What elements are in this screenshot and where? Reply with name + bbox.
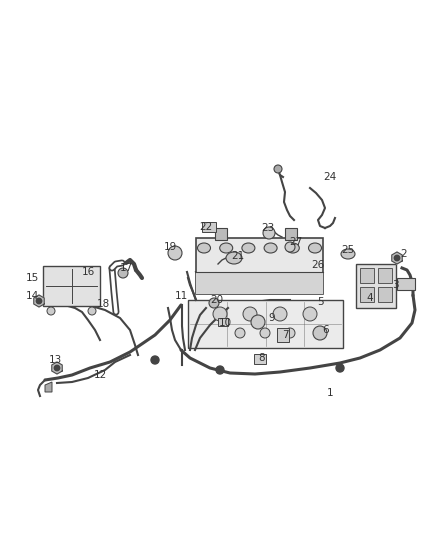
Circle shape bbox=[313, 326, 327, 340]
Text: 8: 8 bbox=[259, 353, 265, 363]
Bar bbox=[196, 238, 323, 294]
Bar bbox=[277, 328, 289, 342]
Bar bbox=[378, 268, 392, 283]
Bar bbox=[360, 287, 374, 302]
Circle shape bbox=[285, 328, 295, 338]
Ellipse shape bbox=[242, 243, 255, 253]
Circle shape bbox=[263, 227, 275, 239]
Circle shape bbox=[209, 298, 219, 308]
Circle shape bbox=[285, 242, 295, 252]
Text: 10: 10 bbox=[219, 318, 232, 328]
Bar bbox=[188, 300, 343, 348]
Circle shape bbox=[273, 307, 287, 321]
Ellipse shape bbox=[220, 243, 233, 253]
Circle shape bbox=[243, 307, 257, 321]
Text: 5: 5 bbox=[317, 297, 323, 307]
Circle shape bbox=[235, 328, 245, 338]
Bar bbox=[378, 287, 392, 302]
Circle shape bbox=[394, 255, 400, 261]
Ellipse shape bbox=[308, 243, 321, 253]
Circle shape bbox=[168, 246, 182, 260]
Circle shape bbox=[336, 364, 344, 372]
Text: 7: 7 bbox=[282, 330, 288, 340]
Text: 16: 16 bbox=[81, 267, 95, 277]
Circle shape bbox=[47, 307, 55, 315]
Circle shape bbox=[36, 298, 42, 304]
Text: 14: 14 bbox=[25, 291, 39, 301]
Text: 6: 6 bbox=[323, 325, 329, 335]
Text: 11: 11 bbox=[174, 291, 187, 301]
Text: 25: 25 bbox=[341, 245, 355, 255]
Text: 4: 4 bbox=[367, 293, 373, 303]
Circle shape bbox=[251, 315, 265, 329]
Text: 12: 12 bbox=[93, 370, 106, 380]
Text: 19: 19 bbox=[163, 242, 177, 252]
Bar bbox=[215, 228, 227, 240]
Circle shape bbox=[216, 366, 224, 374]
Text: 17: 17 bbox=[120, 263, 133, 273]
Text: 26: 26 bbox=[311, 260, 325, 270]
Text: 21: 21 bbox=[231, 251, 245, 261]
Ellipse shape bbox=[264, 243, 277, 253]
Ellipse shape bbox=[341, 249, 355, 259]
Bar bbox=[254, 354, 266, 364]
Bar bbox=[202, 222, 216, 232]
Circle shape bbox=[118, 268, 128, 278]
Text: 18: 18 bbox=[96, 299, 110, 309]
Text: 2: 2 bbox=[401, 249, 407, 259]
Circle shape bbox=[303, 307, 317, 321]
Text: 27: 27 bbox=[290, 237, 303, 247]
Bar bbox=[218, 318, 228, 326]
Text: 24: 24 bbox=[323, 172, 337, 182]
Polygon shape bbox=[34, 295, 44, 307]
Text: 22: 22 bbox=[199, 222, 212, 232]
Text: 15: 15 bbox=[25, 273, 39, 283]
Circle shape bbox=[151, 356, 159, 364]
Text: 13: 13 bbox=[48, 355, 62, 365]
Polygon shape bbox=[52, 362, 62, 374]
Polygon shape bbox=[45, 382, 52, 392]
Bar bbox=[356, 264, 396, 308]
Circle shape bbox=[88, 307, 96, 315]
Circle shape bbox=[213, 307, 227, 321]
Ellipse shape bbox=[198, 243, 211, 253]
Bar bbox=[196, 272, 323, 294]
Text: 23: 23 bbox=[261, 223, 275, 233]
Text: 20: 20 bbox=[210, 295, 223, 305]
Circle shape bbox=[274, 165, 282, 173]
Ellipse shape bbox=[286, 243, 299, 253]
Circle shape bbox=[260, 328, 270, 338]
Text: 3: 3 bbox=[392, 280, 398, 290]
Circle shape bbox=[54, 365, 60, 370]
Bar bbox=[43, 266, 100, 306]
Bar bbox=[285, 228, 297, 240]
Bar bbox=[360, 268, 374, 283]
Ellipse shape bbox=[226, 252, 242, 264]
Polygon shape bbox=[392, 252, 402, 264]
Bar bbox=[397, 278, 415, 290]
Text: 1: 1 bbox=[327, 388, 333, 398]
Text: 9: 9 bbox=[268, 313, 276, 323]
